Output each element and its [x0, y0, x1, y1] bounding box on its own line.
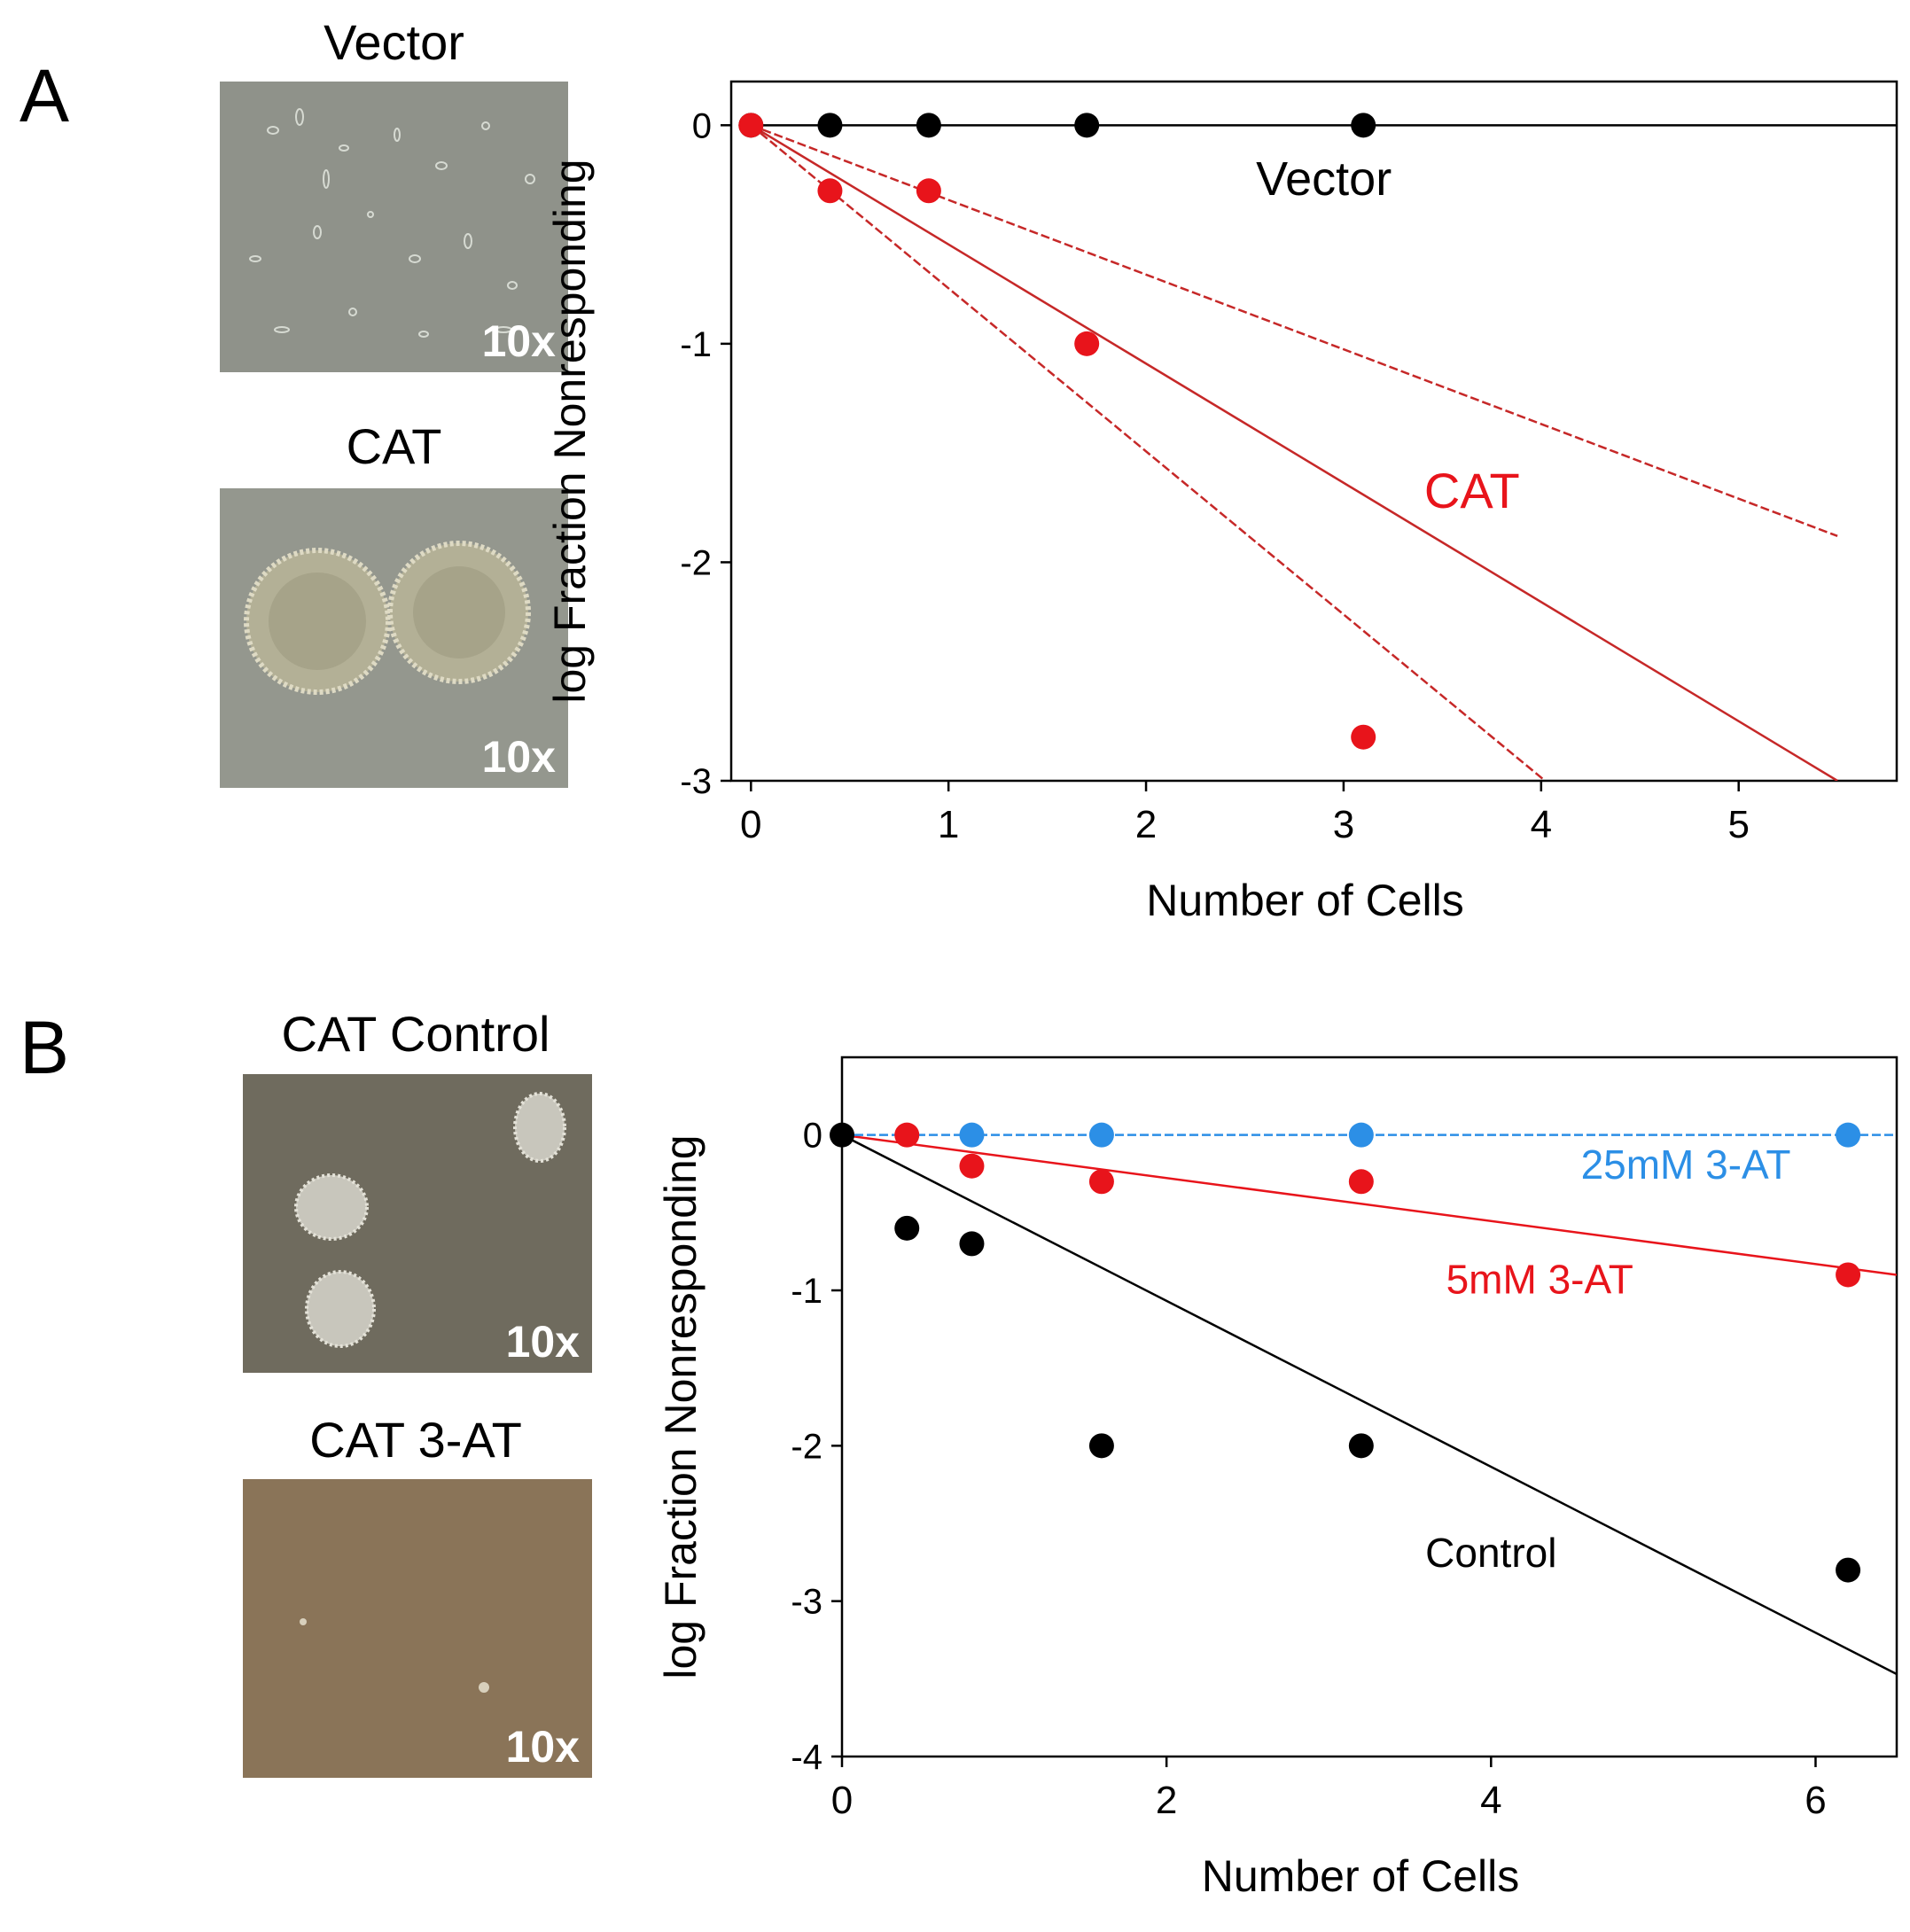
chart1-5mm-3-at-point: [894, 1122, 920, 1148]
chart0-ytick-label: -1: [680, 325, 712, 364]
chart0-vector-point: [1351, 113, 1376, 138]
chart-a: 0 -1 -2 -3 0 1 2 3 4 5 Number of Cells log Fraction…: [545, 80, 1898, 925]
chart0-xtick-label: 3: [1333, 803, 1354, 846]
chart0-x-axis-label: Number of Cells: [1146, 876, 1463, 925]
chart1-xtick-label: 0: [831, 1779, 853, 1822]
chart1-y-axis-label: log Fraction Nonresponding: [656, 1134, 706, 1679]
cat-3at-magnification: 10x: [505, 1722, 580, 1772]
cat-control-magnification: 10x: [505, 1317, 580, 1367]
chart1-5mm-3-at-fit-line: [842, 1133, 1897, 1276]
chart0-vector-point: [1074, 113, 1100, 138]
chart0-ytick-label: -3: [680, 762, 712, 801]
chart1-5mm-3-at-point: [959, 1153, 985, 1179]
chart1-5mm-3-at-point: [1348, 1169, 1374, 1195]
chart1-x-axis-label: Number of Cells: [1202, 1851, 1519, 1901]
chart0-cat-point: [738, 113, 764, 138]
cat-3at-cells-graphic: [300, 1618, 489, 1693]
chart1-control-point: [1088, 1433, 1114, 1459]
chart0-xtick-label: 4: [1531, 803, 1552, 846]
chart1-control-point: [830, 1122, 854, 1148]
chart1-control-point: [959, 1231, 985, 1257]
cat-magnification: 10x: [481, 732, 556, 782]
chart1-25mm-3-at-point: [1088, 1122, 1114, 1148]
chart1-plot-frame: [840, 1056, 1898, 1758]
cat-micrograph: 10x: [220, 488, 568, 788]
chart1-annotation-5mm-3-at: 5mM 3-AT: [1446, 1257, 1633, 1303]
chart0-vector-point: [916, 113, 941, 138]
chart1-annotation-25mm-3-at: 25mM 3-AT: [1581, 1141, 1791, 1188]
chart0-cat-point: [817, 178, 843, 204]
cat-control-image-title: CAT Control: [281, 1006, 550, 1062]
chart0-vector-point: [817, 113, 843, 138]
chart1-ytick-label: -2: [791, 1427, 822, 1466]
panel-a-label: A: [19, 54, 70, 137]
chart0-cat-point: [1351, 724, 1376, 750]
chart1-ytick-label: -3: [791, 1583, 822, 1622]
chart1-control-fit-line: [842, 1133, 1897, 1676]
chart0-fit-lines: [750, 124, 1897, 781]
vector-cells-graphic: [249, 108, 535, 338]
chart1-xtick-label: 4: [1480, 1779, 1501, 1822]
chart1-ytick-label: -1: [791, 1272, 822, 1311]
chart0-xtick-label: 0: [740, 803, 761, 846]
vector-image-title: Vector: [324, 14, 464, 70]
chart0-plot-frame: [729, 80, 1898, 783]
cat-spheroids-graphic: [244, 541, 531, 695]
cat-image-title: CAT: [346, 418, 442, 474]
chart1-25mm-3-at-point: [959, 1122, 985, 1148]
chart1-annotation-control: Control: [1425, 1530, 1556, 1576]
chart0-xtick-label: 1: [938, 803, 959, 846]
chart0-cat-point: [916, 178, 941, 204]
chart1-5mm-3-at-point: [1088, 1169, 1114, 1195]
cat-control-colonies-graphic: [294, 1092, 566, 1348]
vector-micrograph: 10x: [220, 82, 568, 372]
chart0-y-axis-label: log Fraction Nonresponding: [545, 159, 595, 703]
chart1-xtick-label: 2: [1156, 1779, 1177, 1822]
chart0-ytick-label: -2: [680, 543, 712, 582]
chart1-ytick-label: -4: [791, 1738, 822, 1777]
chart0-cat-fit-lower-line: [750, 124, 1547, 781]
chart1-25mm-3-at-point: [1348, 1122, 1374, 1148]
chart0-cat-point: [1074, 331, 1100, 356]
chart1-control-point: [894, 1215, 920, 1241]
chart1-5mm-3-at-point: [1836, 1262, 1861, 1288]
chart1-25mm-3-at-point: [1836, 1122, 1861, 1148]
chart0-xtick-label: 5: [1727, 803, 1749, 846]
chart1-control-point: [1348, 1433, 1374, 1459]
chart0-xtick-label: 2: [1135, 803, 1157, 846]
panel-b-label: B: [19, 1006, 70, 1089]
chart0-cat-fit-line: [750, 124, 1838, 781]
chart0-annotation-vector: Vector: [1256, 152, 1392, 206]
chart0-annotation-cat: CAT: [1424, 463, 1520, 518]
chart1-xtick-label: 6: [1805, 1779, 1826, 1822]
chart1-fit-lines: [842, 1133, 1897, 1676]
chart0-ytick-label: 0: [692, 106, 712, 145]
vector-magnification: 10x: [481, 316, 556, 366]
chart1-ytick-label: 0: [803, 1117, 822, 1156]
chart1-control-point: [1836, 1557, 1861, 1583]
cat-control-micrograph: 10x: [243, 1074, 592, 1373]
cat-3at-image-title: CAT 3-AT: [309, 1412, 522, 1468]
cat-3at-micrograph: 10x: [243, 1479, 592, 1778]
